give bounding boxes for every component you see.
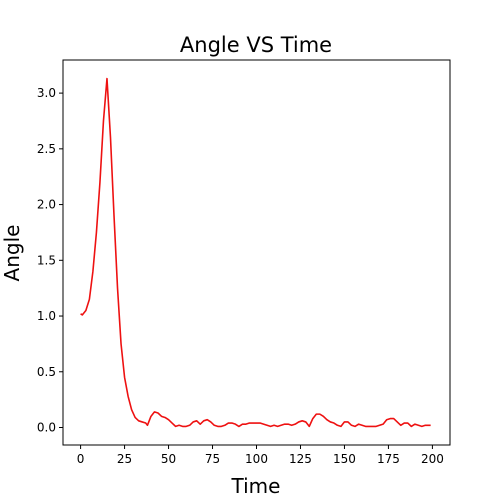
y-tick-label: 2.5 <box>37 142 56 156</box>
data-line <box>80 77 431 428</box>
x-axis-title: Time <box>231 474 281 498</box>
x-tick-label: 175 <box>377 452 400 466</box>
x-tick-label: 150 <box>333 452 356 466</box>
x-tick-label: 125 <box>289 452 312 466</box>
y-tick-label: 1.0 <box>37 309 56 323</box>
chart-title: Angle VS Time <box>180 33 332 57</box>
x-tick-label: 0 <box>77 452 85 466</box>
y-axis-title: Angle <box>0 225 24 282</box>
x-tick-label: 25 <box>117 452 132 466</box>
y-tick-label: 1.5 <box>37 253 56 267</box>
y-tick-label: 0.0 <box>37 421 56 435</box>
x-tick-label: 200 <box>421 452 444 466</box>
x-tick-label: 50 <box>161 452 176 466</box>
y-tick-label: 2.0 <box>37 198 56 212</box>
y-tick-label: 0.5 <box>37 365 56 379</box>
x-tick-label: 75 <box>205 452 220 466</box>
y-tick-label: 3.0 <box>37 86 56 100</box>
plot-frame <box>62 59 451 446</box>
x-tick-label: 100 <box>245 452 268 466</box>
